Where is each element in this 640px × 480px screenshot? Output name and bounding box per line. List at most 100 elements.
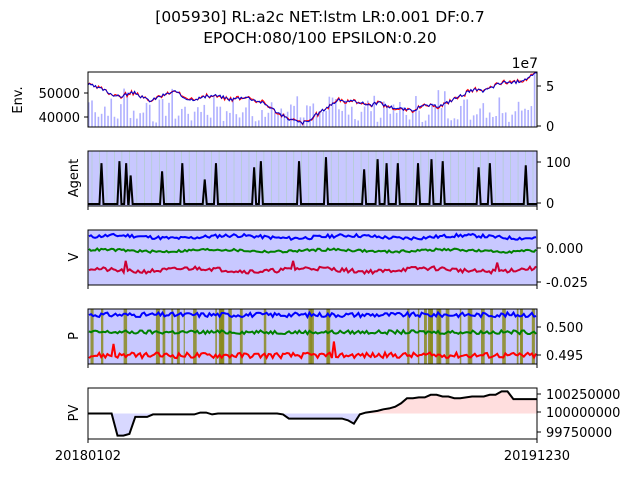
policy-panel-frame bbox=[87, 308, 538, 365]
env-volume-bar bbox=[322, 112, 324, 127]
env-volume-bar bbox=[251, 116, 254, 127]
policy-exploration-band bbox=[308, 309, 313, 364]
env-volume-bar bbox=[431, 103, 433, 127]
env-volume-bar bbox=[213, 95, 215, 127]
policy-exploration-band bbox=[176, 309, 180, 364]
policy-exploration-band bbox=[215, 309, 217, 364]
env-volume-bar bbox=[399, 102, 401, 127]
env-volume-bar bbox=[373, 95, 376, 127]
env-volume-bar bbox=[187, 113, 190, 127]
env-volume-bar bbox=[334, 99, 337, 127]
env-volume-bar bbox=[460, 105, 462, 127]
env-volume-bar bbox=[456, 119, 459, 127]
env-volume-bar bbox=[296, 96, 299, 127]
env-volume-bar bbox=[238, 117, 241, 127]
env-volume-bar bbox=[386, 105, 388, 127]
agent-tick-label-right-1: 100 bbox=[546, 156, 571, 171]
pv-tick-label-right-3: 99750000 bbox=[546, 426, 612, 441]
env-volume-bar bbox=[453, 118, 456, 127]
env-volume-bar bbox=[241, 112, 244, 127]
env-volume-bar bbox=[492, 116, 494, 127]
env-volume-bar bbox=[132, 110, 135, 127]
pv-tick-label-right-1: 100250000 bbox=[546, 388, 620, 403]
env-price-blue bbox=[87, 72, 537, 126]
env-tick-label-left-1: 50000 bbox=[39, 87, 80, 102]
env-volume-bar bbox=[126, 92, 129, 127]
agent-tick-label-right-2: 0 bbox=[546, 197, 554, 212]
env-tick-label-right-2: 0 bbox=[546, 120, 554, 135]
policy-exploration-band bbox=[481, 309, 485, 364]
env-volume-bar bbox=[164, 115, 167, 127]
env-volume-bar bbox=[257, 120, 260, 127]
env-volume-bar bbox=[206, 114, 209, 127]
env-volume-bar bbox=[533, 74, 536, 127]
env-volume-bar bbox=[181, 108, 183, 127]
env-volume-bar bbox=[350, 106, 353, 127]
policy-exploration-band bbox=[467, 309, 471, 364]
env-volume-bar bbox=[318, 112, 321, 127]
env-volume-bar bbox=[405, 114, 408, 127]
env-volume-bar bbox=[427, 114, 430, 127]
env-volume-bar bbox=[341, 110, 343, 127]
env-volume-bar bbox=[184, 106, 186, 127]
value-panel-bg bbox=[88, 230, 537, 285]
env-volume-bar bbox=[392, 104, 395, 127]
env-volume-bar bbox=[331, 97, 334, 127]
policy-exploration-band bbox=[221, 309, 225, 364]
policy-tick-label-right-1: 0.500 bbox=[546, 321, 583, 336]
env-volume-bar bbox=[476, 114, 478, 127]
env-volume-bar bbox=[463, 99, 465, 127]
env-volume-bar bbox=[152, 121, 154, 127]
env-volume-bar bbox=[357, 120, 359, 127]
env-volume-bar bbox=[376, 121, 379, 127]
env-volume-bar bbox=[485, 117, 488, 127]
env-tick-label-right-1: 5 bbox=[546, 80, 554, 95]
env-volume-bar bbox=[197, 107, 199, 127]
env-volume-bar bbox=[293, 105, 295, 127]
policy-exploration-band bbox=[429, 309, 433, 364]
policy-exploration-band bbox=[193, 309, 197, 364]
policy-exploration-band bbox=[228, 309, 232, 364]
policy-exploration-band bbox=[436, 309, 441, 364]
policy-exploration-band bbox=[417, 309, 420, 364]
env-panel-frame bbox=[87, 71, 538, 128]
agent-gridlines bbox=[91, 151, 534, 206]
policy-exploration-band bbox=[155, 309, 160, 364]
env-volume-bar bbox=[174, 118, 177, 127]
env-volume-bar bbox=[203, 104, 206, 127]
policy-exploration-band bbox=[90, 309, 94, 364]
env-volume-bar bbox=[443, 91, 446, 127]
env-volume-bar bbox=[254, 121, 257, 127]
agent-action-line bbox=[88, 157, 537, 205]
env-volume-bar bbox=[347, 114, 350, 127]
env-volume-bar bbox=[306, 105, 308, 127]
env-volume-bar bbox=[472, 115, 475, 127]
env-volume-bar bbox=[520, 110, 523, 127]
env-volume-bar bbox=[209, 117, 212, 127]
policy-series-blue bbox=[88, 310, 537, 320]
policy-exploration-bands bbox=[90, 309, 535, 364]
env-volume-bar bbox=[434, 104, 436, 127]
policy-exploration-band bbox=[263, 309, 267, 364]
env-volume-bar bbox=[450, 120, 453, 127]
env-volume-bar bbox=[142, 112, 145, 127]
env-volume-bar bbox=[200, 111, 202, 127]
pv-tick-label-right-2: 100000000 bbox=[546, 406, 620, 421]
env-volume-bar bbox=[508, 121, 510, 127]
policy-exploration-band bbox=[407, 309, 410, 364]
env-volume-bar bbox=[424, 120, 427, 127]
value-series-red bbox=[88, 260, 537, 276]
env-volume-bar bbox=[402, 107, 404, 127]
env-volume-bar bbox=[479, 108, 481, 127]
env-volume-bar bbox=[229, 112, 231, 127]
value-ylabel: V bbox=[67, 252, 82, 261]
env-volume-bar bbox=[411, 110, 414, 127]
env-volume-bar bbox=[408, 119, 411, 127]
env-volume-bar bbox=[328, 96, 331, 127]
env-volume-bar bbox=[193, 111, 196, 127]
env-volume-bar bbox=[222, 120, 225, 127]
env-volume-bar bbox=[504, 112, 507, 127]
policy-tick-label-right-2: 0.495 bbox=[546, 349, 583, 364]
env-volume-bar bbox=[415, 96, 417, 127]
